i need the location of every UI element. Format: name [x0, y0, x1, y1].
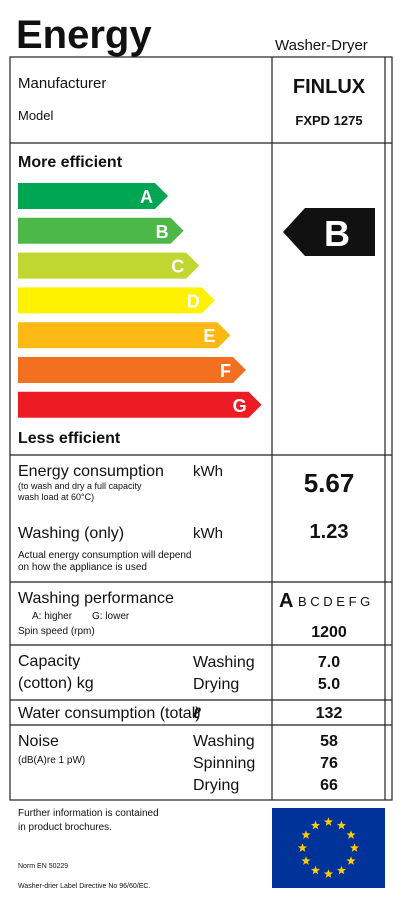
energy-unit: kWh [193, 463, 223, 480]
energy-label-text: Energy consumption [18, 463, 164, 480]
class-arrow [18, 391, 262, 418]
energy-value: 5.67 [304, 468, 355, 498]
scale-bottom-label: Less efficient [18, 430, 121, 447]
washing-only-label: Washing (only) [18, 525, 124, 542]
title: Energy [16, 13, 152, 57]
model-label: Model [18, 108, 54, 123]
eu-star [310, 820, 321, 830]
eu-star [349, 843, 360, 852]
model-value: FXPD 1275 [295, 113, 362, 128]
noise-row-value: 76 [320, 755, 338, 772]
water-label: Water consumption (total) [18, 705, 201, 722]
eu-star [301, 856, 311, 865]
water-unit: ℓ [193, 705, 201, 722]
rating: B [324, 213, 350, 254]
capacity-drying-label: Drying [193, 676, 239, 693]
eu-flag [272, 808, 385, 888]
class-arrow [18, 252, 200, 279]
eu-star [323, 817, 334, 826]
capacity-washing-value: 7.0 [318, 654, 340, 671]
eu-star [297, 843, 308, 852]
noise-unit: (dB(A)re 1 pW) [18, 755, 85, 766]
product-type: Washer-Dryer [275, 37, 368, 54]
footer-directive: Washer-drier Label Directive No 96/60/EC… [18, 883, 150, 890]
energy-note: (to wash and dry a full capacity [18, 481, 142, 491]
footer-info: in product brochures. [18, 822, 112, 833]
performance-other-classes: B C D E F G [298, 594, 370, 609]
class-letter: B [156, 222, 169, 242]
footer-norm: Norm EN 50229 [18, 863, 68, 870]
performance-label: Washing performance [18, 590, 174, 607]
noise-row-value: 58 [320, 733, 338, 750]
water-value: 132 [316, 705, 343, 722]
noise-row-label: Washing [193, 733, 255, 750]
class-arrow [18, 217, 184, 244]
eu-star [346, 856, 356, 865]
performance-class: A [279, 590, 293, 612]
capacity-washing-label: Washing [193, 654, 255, 671]
noise-row-value: 66 [320, 777, 338, 794]
spin-value: 1200 [311, 624, 347, 641]
manufacturer-value: FINLUX [293, 76, 366, 98]
rating-arrow [283, 208, 375, 256]
capacity-drying-value: 5.0 [318, 676, 340, 693]
frame [9, 56, 393, 801]
eu-star [301, 830, 311, 839]
performance-note: G: lower [92, 611, 130, 622]
eu-star [346, 830, 356, 839]
eu-star [336, 865, 347, 875]
eu-star [323, 869, 334, 878]
class-arrow [18, 287, 215, 314]
performance-note: A: higher [32, 611, 73, 622]
noise-rows: Washing 58 Spinning 76 Drying 66 [193, 733, 338, 794]
capacity-label: (cotton) kg [18, 675, 94, 692]
energy-note: wash load at 60°C) [17, 492, 94, 502]
manufacturer-label: Manufacturer [18, 75, 106, 92]
washing-only-note: on how the appliance is used [18, 562, 147, 573]
class-letter: D [187, 291, 200, 311]
class-letter: G [233, 396, 247, 416]
class-letter: C [171, 257, 184, 277]
noise-row-label: Spinning [193, 755, 255, 772]
eu-star [310, 865, 321, 875]
class-letter: F [220, 361, 231, 381]
noise-label: Noise [18, 733, 59, 750]
capacity-label: Capacity [18, 653, 80, 670]
washing-only-note: Actual energy consumption will depend [18, 550, 191, 561]
washing-only-value: 1.23 [310, 521, 349, 543]
scale-top-label: More efficient [18, 154, 123, 171]
class-letter: A [140, 187, 153, 207]
class-letter: E [203, 326, 215, 346]
class-arrow [18, 322, 231, 349]
footer-info: Further information is contained [18, 808, 159, 819]
washing-only-unit: kWh [193, 525, 223, 542]
class-arrow [18, 357, 246, 383]
eu-star [336, 820, 347, 830]
noise-row-label: Drying [193, 777, 239, 794]
spin-label: Spin speed (rpm) [18, 626, 95, 637]
class-arrow [18, 183, 168, 209]
